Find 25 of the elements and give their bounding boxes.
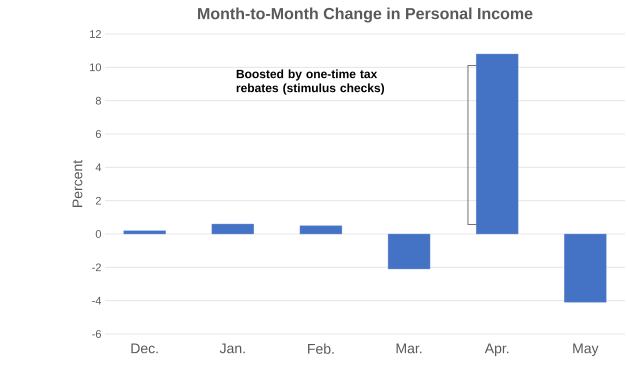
y-tick-label: 0 bbox=[96, 230, 102, 238]
x-tick-label: Jan. bbox=[220, 344, 245, 354]
bar bbox=[476, 54, 518, 234]
x-tick-label: Dec. bbox=[131, 344, 158, 354]
bar bbox=[212, 224, 254, 234]
y-tick-label: -6 bbox=[92, 330, 101, 338]
x-tick-label: May bbox=[573, 344, 599, 356]
y-tick-label: 4 bbox=[96, 164, 102, 172]
x-tick-label: Feb. bbox=[308, 344, 334, 354]
y-tick-label: 10 bbox=[90, 63, 102, 72]
y-tick-label: -4 bbox=[92, 296, 102, 304]
bar bbox=[564, 234, 607, 303]
y-tick-label: 2 bbox=[96, 196, 101, 205]
bar bbox=[123, 230, 166, 234]
bar bbox=[300, 225, 342, 234]
chart-title: Month-to-Month Change in Personal Income bbox=[198, 7, 532, 22]
y-tick-label: 8 bbox=[96, 96, 101, 105]
bar bbox=[388, 234, 430, 270]
annotation: Boosted by one-time tax rebates (stimulus checks) bbox=[236, 69, 384, 95]
y-tick-label: 6 bbox=[96, 130, 101, 138]
x-tick-label: Mar. bbox=[396, 344, 422, 354]
y-tick-label: 12 bbox=[90, 30, 101, 38]
y-tick-label: -2 bbox=[92, 264, 101, 272]
x-tick-label: Apr. bbox=[484, 344, 508, 356]
y-axis-title: Percent bbox=[72, 160, 82, 207]
